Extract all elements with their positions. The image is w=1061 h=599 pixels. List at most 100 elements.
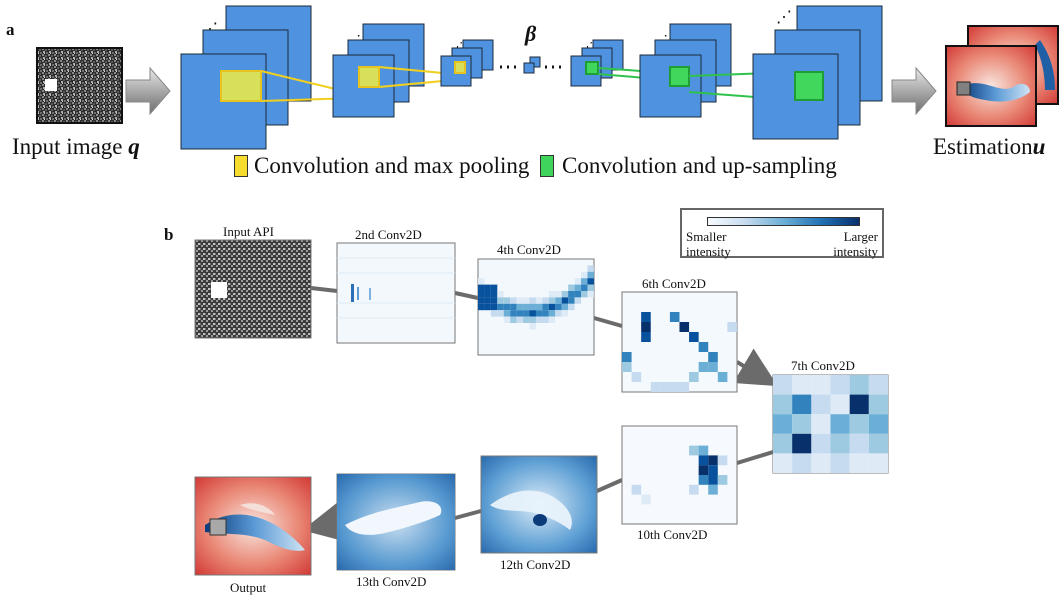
heat-cell (811, 375, 831, 395)
connectors (302, 286, 778, 542)
key-upsampling-swatch (540, 155, 554, 177)
heat-cell (587, 271, 594, 279)
heat-cell (689, 372, 699, 382)
heat-cell (650, 382, 661, 392)
heat-cell (679, 322, 690, 332)
map-input-api (194, 239, 312, 339)
intensity-legend: Smaller intensity Larger intensity (680, 208, 884, 259)
bottleneck (500, 56, 563, 74)
decoder-layer-3: ⋰ (752, 5, 883, 140)
title-10th-conv2d: 10th Conv2D (637, 527, 708, 542)
heat-cell (849, 375, 869, 395)
heat-cell (529, 323, 536, 330)
encoder-layer-3: ⋰ (440, 39, 494, 87)
heat-cell (689, 484, 699, 495)
heat-cell (542, 303, 549, 311)
heat-cell (497, 291, 504, 298)
heat-cell (581, 271, 588, 279)
title-7th-conv2d: 7th Conv2D (791, 358, 855, 373)
heat-cell (516, 316, 524, 323)
heat-cell (555, 310, 562, 317)
output-flow-arrow (891, 66, 937, 116)
decoder-layer-1: ⋰ (570, 39, 624, 87)
input-image-thumbnail (36, 47, 123, 124)
heat-cell (478, 303, 485, 311)
heat-cell (478, 278, 485, 285)
heat-cell (548, 297, 556, 304)
heat-cell (830, 394, 850, 415)
heat-cell (698, 445, 709, 456)
heat-cell (708, 475, 718, 485)
title-4th-conv2d: 4th Conv2D (497, 242, 561, 257)
heat-cell (523, 310, 530, 317)
heat-cell (773, 394, 793, 415)
heat-cell (548, 291, 556, 298)
heat-cell (484, 291, 491, 298)
heat-cell (773, 414, 793, 434)
heat-cell (587, 291, 594, 298)
title-13th-conv2d: 13th Conv2D (356, 574, 427, 589)
heat-cell (830, 453, 850, 473)
heat-cell (574, 297, 582, 304)
map-4th-conv2d (477, 258, 595, 356)
map-2nd-conv2d (336, 242, 456, 344)
title-12th-conv2d: 12th Conv2D (500, 557, 571, 572)
title-2nd-conv2d: 2nd Conv2D (355, 227, 422, 242)
heat-cell (561, 303, 569, 311)
legend-smaller: Smaller intensity (686, 229, 731, 259)
heat-cell (631, 372, 642, 382)
heat-cell (561, 310, 569, 317)
heat-cell (622, 352, 632, 362)
heat-cell (581, 291, 588, 298)
title-output: Output (230, 580, 267, 595)
heat-cell (561, 291, 569, 298)
heat-cell (490, 297, 498, 304)
heat-cell (581, 278, 588, 285)
output-symbol: u (1032, 134, 1046, 159)
map-6th-conv2d (621, 291, 738, 393)
heat-cell (574, 284, 582, 291)
heat-cell (555, 303, 562, 311)
map-12th-conv2d (480, 455, 598, 554)
heat-cell (708, 465, 718, 475)
bottleneck-symbol: β (525, 21, 537, 46)
heat-cell (868, 375, 889, 395)
map-13th-conv2d (336, 473, 456, 571)
estimation-label: Estimationu (933, 134, 1046, 159)
heat-cell (631, 484, 642, 495)
heat-cell (660, 382, 670, 392)
heat-cell (641, 322, 651, 332)
heat-cell (622, 362, 632, 372)
heat-cell (689, 332, 699, 342)
heat-cell (497, 310, 504, 317)
heat-cell (641, 312, 651, 322)
heat-cell (516, 310, 524, 317)
decoder-layer-2: ⋰ (639, 23, 732, 118)
heat-cell (792, 433, 812, 454)
heat-cell (478, 284, 485, 291)
heat-cell (478, 291, 485, 298)
input-symbol: q (128, 134, 140, 159)
encoder-layer-1: ⋰ (180, 5, 312, 150)
heat-cell (484, 284, 491, 291)
heat-cell (811, 414, 831, 434)
heat-cell (490, 291, 498, 298)
heat-cell (717, 455, 728, 466)
heat-cell (587, 265, 594, 272)
heat-cell (529, 303, 536, 311)
heat-cell (868, 433, 889, 454)
heat-cell (529, 310, 536, 317)
heat-cell (535, 316, 543, 323)
heat-cell (849, 414, 869, 434)
heat-cell (503, 310, 511, 317)
heat-cell (516, 303, 524, 311)
heat-cell (830, 414, 850, 434)
heat-cell (727, 322, 737, 332)
heat-cell (484, 297, 491, 304)
heat-cell (542, 310, 549, 317)
heat-cell (811, 453, 831, 473)
heat-cell (561, 297, 569, 304)
heat-cell (535, 310, 543, 317)
svg-text:⋰: ⋰ (452, 41, 463, 53)
heat-cell (708, 352, 718, 362)
